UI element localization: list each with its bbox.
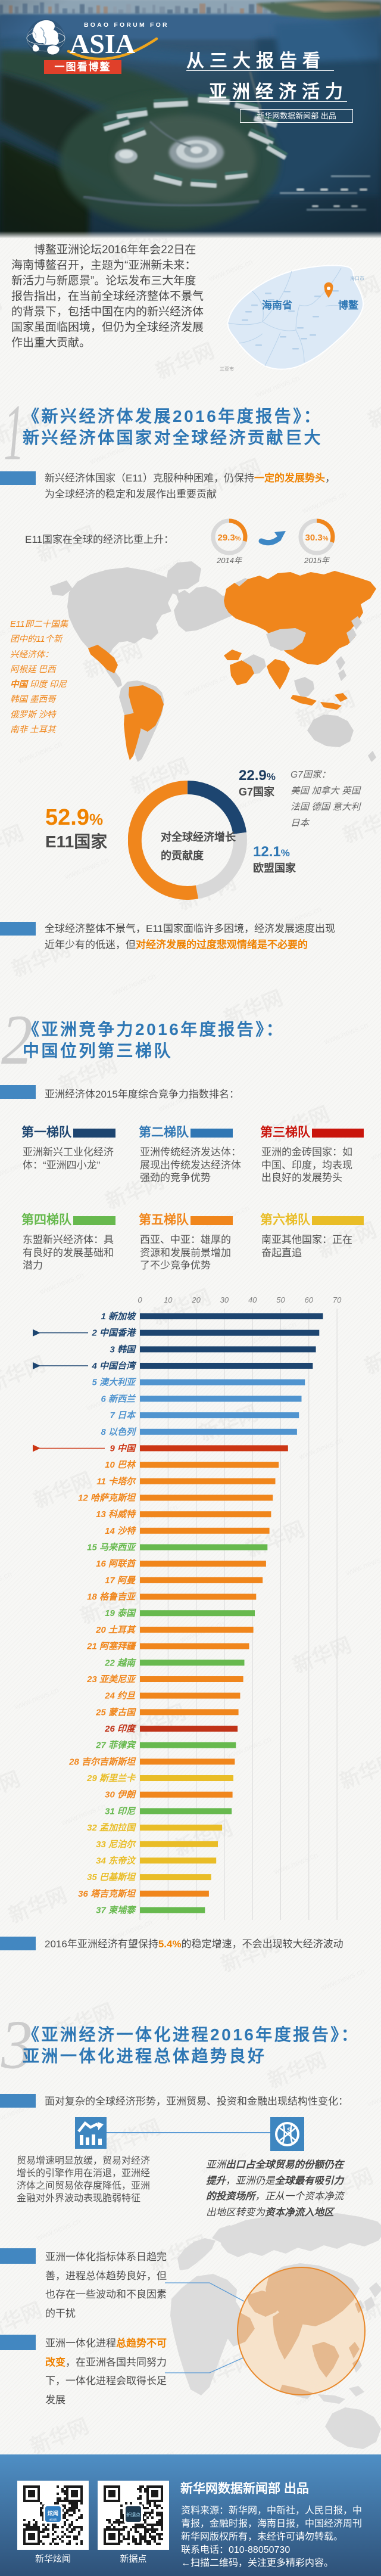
svg-text:16 阿联酋: 16 阿联酋 <box>96 1558 137 1569</box>
svg-text:8 以色列: 8 以色列 <box>101 1427 137 1437</box>
svg-text:10 巴林: 10 巴林 <box>105 1460 136 1470</box>
svg-text:三亚市: 三亚市 <box>220 366 234 372</box>
svg-text:26 印度: 26 印度 <box>104 1723 137 1734</box>
svg-text:20: 20 <box>191 1295 201 1304</box>
svg-text:2015年: 2015年 <box>304 556 330 565</box>
svg-text:37 柬埔寨: 37 柬埔寨 <box>96 1905 137 1916</box>
svg-text:19 泰国: 19 泰国 <box>105 1608 137 1618</box>
svg-text:50: 50 <box>276 1295 285 1304</box>
svg-text:31 印尼: 31 印尼 <box>105 1806 136 1816</box>
svg-text:12 哈萨克斯坦: 12 哈萨克斯坦 <box>78 1493 136 1503</box>
svg-text:40: 40 <box>248 1295 257 1304</box>
svg-text:60: 60 <box>305 1295 314 1304</box>
svg-text:34 东帝汶: 34 东帝汶 <box>96 1855 137 1866</box>
svg-text:新华网: 新华网 <box>49 2518 57 2521</box>
svg-text:18 格鲁吉亚: 18 格鲁吉亚 <box>87 1592 137 1602</box>
svg-text:33 尼泊尔: 33 尼泊尔 <box>96 1839 137 1850</box>
svg-text:2 中国香港: 2 中国香港 <box>91 1328 137 1338</box>
svg-text:新据点: 新据点 <box>126 2512 140 2518</box>
svg-text:22 越南: 22 越南 <box>104 1658 137 1668</box>
svg-text:25 蒙古国: 25 蒙古国 <box>95 1707 137 1717</box>
svg-text:海南省: 海南省 <box>262 299 292 311</box>
svg-text:29.3%: 29.3% <box>218 533 241 543</box>
svg-text:70: 70 <box>333 1295 342 1304</box>
svg-text:23 亚美尼亚: 23 亚美尼亚 <box>86 1674 137 1685</box>
svg-text:35 巴基斯坦: 35 巴基斯坦 <box>87 1872 136 1882</box>
svg-text:0: 0 <box>138 1295 142 1304</box>
svg-text:30 伊朗: 30 伊朗 <box>105 1790 137 1800</box>
svg-text:3 韩国: 3 韩国 <box>110 1344 137 1354</box>
svg-text:20 土耳其: 20 土耳其 <box>95 1625 136 1635</box>
svg-text:9 中国: 9 中国 <box>110 1443 137 1453</box>
svg-text:17 阿曼: 17 阿曼 <box>105 1576 136 1586</box>
svg-text:32 孟加拉国: 32 孟加拉国 <box>87 1822 137 1833</box>
svg-text:5 澳大利亚: 5 澳大利亚 <box>92 1378 137 1388</box>
svg-text:11 卡塔尔: 11 卡塔尔 <box>96 1477 137 1487</box>
svg-text:29 斯里兰卡: 29 斯里兰卡 <box>86 1773 136 1783</box>
svg-text:30: 30 <box>220 1295 229 1304</box>
svg-text:30.3%: 30.3% <box>305 533 329 543</box>
svg-text:炫闻: 炫闻 <box>48 2510 58 2516</box>
svg-text:28 吉尔吉斯斯坦: 28 吉尔吉斯斯坦 <box>68 1757 136 1767</box>
svg-text:4 中国台湾: 4 中国台湾 <box>91 1360 137 1371</box>
svg-text:6 新西兰: 6 新西兰 <box>101 1393 136 1404</box>
svg-text:2014年: 2014年 <box>216 556 243 565</box>
svg-text:博鳌: 博鳌 <box>338 299 359 311</box>
svg-text:36 塔吉克斯坦: 36 塔吉克斯坦 <box>78 1889 136 1899</box>
svg-text:14 沙特: 14 沙特 <box>105 1526 136 1536</box>
svg-text:27 菲律宾: 27 菲律宾 <box>95 1741 136 1751</box>
svg-text:7 日本: 7 日本 <box>110 1410 136 1421</box>
svg-text:10: 10 <box>164 1295 173 1304</box>
svg-text:15 马来西亚: 15 马来西亚 <box>87 1543 137 1553</box>
svg-text:21 阿塞拜疆: 21 阿塞拜疆 <box>86 1641 137 1652</box>
svg-text:24 约旦: 24 约旦 <box>104 1691 136 1701</box>
svg-text:1 新加坡: 1 新加坡 <box>101 1311 137 1322</box>
svg-text:13 科威特: 13 科威特 <box>96 1509 136 1520</box>
svg-text:S: S <box>287 2126 292 2134</box>
svg-text:海口市: 海口市 <box>350 275 364 281</box>
